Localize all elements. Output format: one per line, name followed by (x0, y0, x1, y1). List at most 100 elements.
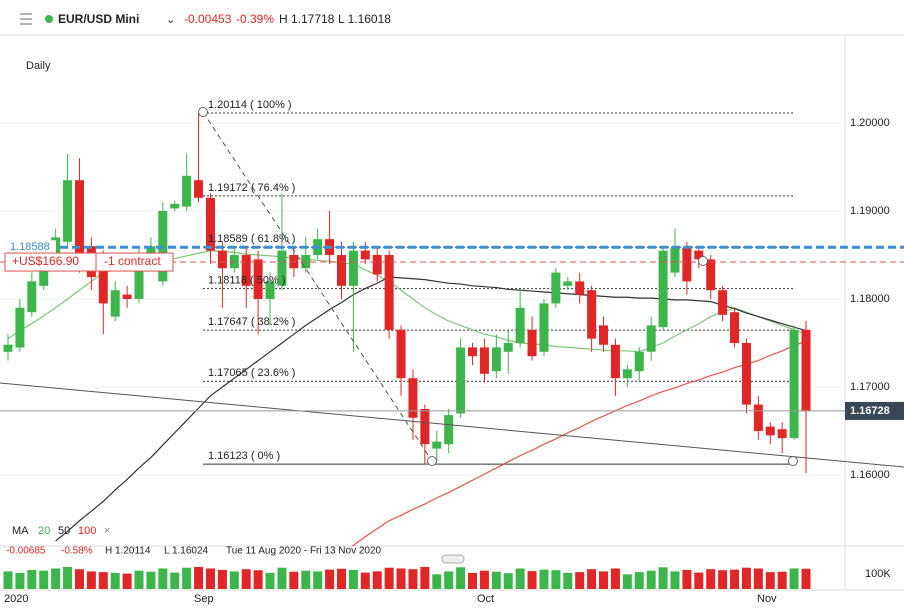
candle-body (170, 203, 180, 209)
candle-body (27, 281, 37, 313)
change: -0.00453 (184, 12, 232, 26)
ma-close[interactable]: × (104, 525, 110, 537)
candle-body (646, 325, 656, 352)
candle-body (515, 307, 525, 344)
volume-bar (670, 571, 680, 589)
candle-body (718, 290, 728, 315)
candle-body (122, 294, 132, 300)
candle-body (789, 329, 799, 439)
volume-bar (789, 568, 799, 589)
volume-bar (622, 574, 632, 589)
volume-bar (289, 571, 299, 589)
high: H 1.17718 (279, 12, 335, 26)
volume-bar (503, 573, 513, 589)
candle-body (468, 347, 478, 357)
volume-bar (682, 569, 692, 589)
candle-body (479, 347, 489, 374)
candle-body (456, 347, 466, 414)
volume-bar (348, 569, 358, 589)
fib-label: 1.18589 ( 61.8% ) (208, 233, 295, 245)
volume-bar (205, 568, 215, 589)
volume-bar (170, 572, 180, 589)
info-change: -0.00685 (6, 546, 46, 557)
low: L 1.16018 (338, 12, 391, 26)
candle-body (539, 303, 549, 352)
volume-bar (253, 570, 263, 589)
volume-bar (3, 571, 13, 589)
last-price-label: 1.16728 (850, 405, 890, 417)
y-tick-label: 1.17000 (850, 381, 890, 393)
last-price-box (845, 401, 904, 420)
volume-bar (158, 568, 168, 589)
volume-bar (229, 571, 239, 589)
volume-bar (420, 567, 430, 589)
volume-bar (265, 572, 275, 589)
candle-body (253, 259, 263, 300)
candle-body (444, 415, 454, 445)
y-tick-label: 1.20000 (850, 117, 890, 129)
symbol[interactable]: EUR/USD Mini (58, 12, 139, 26)
volume-bar (610, 568, 620, 589)
volume-bar (575, 572, 585, 589)
volume-bar (27, 569, 37, 589)
status-dot (45, 15, 53, 23)
volume-bar (551, 570, 561, 589)
candle-body (194, 180, 204, 198)
volume-bar (182, 567, 192, 589)
volume-bar (515, 568, 525, 589)
ma-20[interactable]: 20 (38, 525, 50, 537)
volume-bar (63, 567, 73, 589)
ma-line (351, 340, 807, 546)
scroll-handle[interactable] (441, 554, 465, 564)
volume-bar (765, 572, 775, 589)
candle-body (694, 250, 704, 260)
candle-body (753, 404, 763, 431)
x-tick-label: 2020 (4, 593, 28, 605)
menu-icon[interactable] (20, 13, 32, 25)
info-change-pct: -0.58% (61, 546, 93, 557)
y-tick-label: 1.18000 (850, 293, 890, 305)
fib-label: 1.17065 ( 23.6% ) (208, 367, 295, 379)
candle-body (360, 250, 370, 260)
volume-bar (694, 572, 704, 589)
volume-bar (313, 571, 323, 589)
candle-body (801, 329, 811, 411)
trend-line (0, 382, 904, 468)
candle-body (682, 247, 692, 282)
candle-body (15, 307, 25, 348)
ma-line (55, 276, 807, 542)
candle-body (432, 441, 442, 449)
candle-body (730, 312, 740, 344)
ma-50[interactable]: 50 (58, 525, 70, 537)
volume-bar (217, 569, 227, 589)
x-tick-label: Sep (194, 593, 214, 605)
volume-bar (396, 568, 406, 589)
volume-bar (491, 571, 501, 589)
volume-bar (360, 572, 370, 589)
volume-bar (432, 574, 442, 589)
candle-body (277, 250, 287, 286)
volume-bar (479, 570, 489, 589)
fib-label: 1.17647 ( 38.2% ) (208, 316, 295, 328)
volume-bar (372, 571, 382, 589)
dropdown[interactable]: ⌄ (166, 14, 175, 26)
volume-bar (599, 571, 609, 589)
position-box (4, 252, 174, 272)
ma-100[interactable]: 100 (78, 525, 96, 537)
y-tick-label: 1.16000 (850, 469, 890, 481)
fib-label: 1.19172 ( 76.4% ) (208, 182, 295, 194)
interval: Daily (26, 60, 51, 72)
anchor-handle (788, 456, 798, 466)
volume-bar (241, 569, 251, 589)
candle-body (587, 290, 597, 339)
change-pct: -0.39% (236, 12, 274, 26)
volume-bar (122, 573, 132, 589)
volume-bar (527, 571, 537, 589)
fib-label: 1.18118 ( 50% ) (208, 275, 285, 287)
volume-bar (134, 570, 144, 589)
volume-bar (646, 570, 656, 589)
volume-bar (456, 567, 466, 589)
candle-body (241, 255, 251, 286)
volume-bar (86, 571, 96, 589)
anchor-handle (198, 107, 208, 117)
